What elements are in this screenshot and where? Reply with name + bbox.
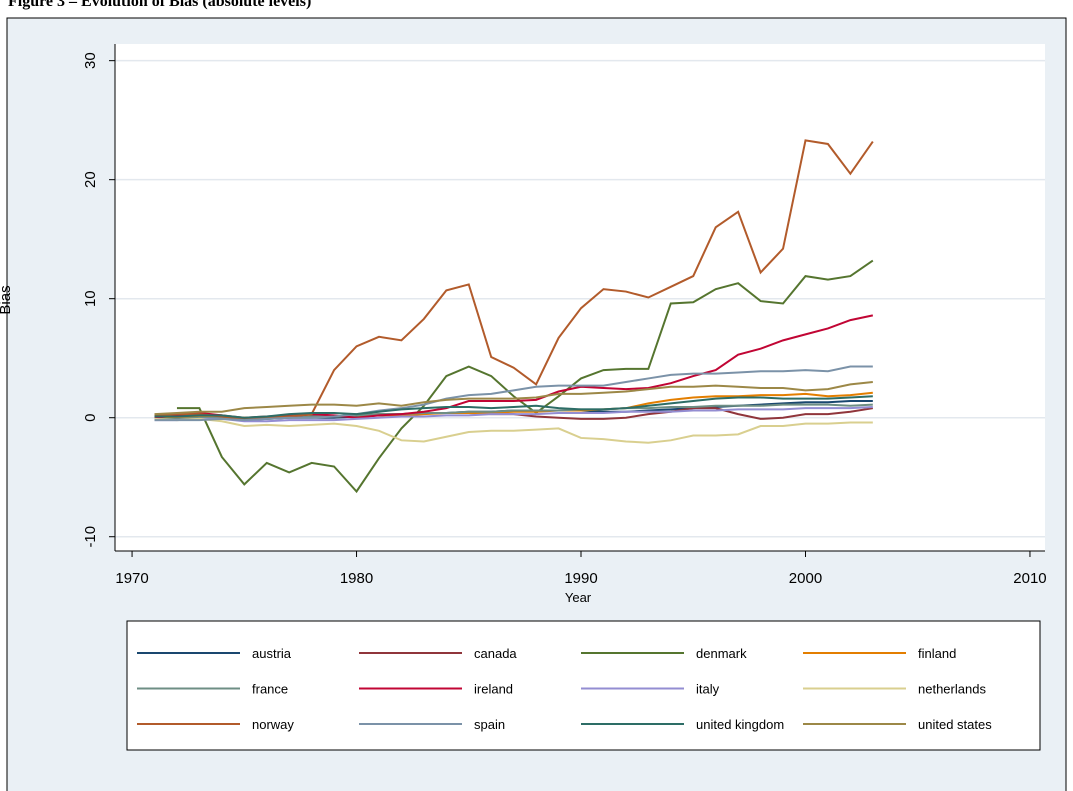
y-axis-label: Bias [0,285,14,314]
legend-label: austria [252,646,292,661]
series-line [176,259,874,494]
y-tick-label: 30 [82,52,99,69]
legend-label: finland [918,646,956,661]
legend-label: united states [918,717,992,732]
series-line [154,139,874,420]
legend-label: united kingdom [696,717,784,732]
legend-label: netherlands [918,682,986,697]
legend-label: italy [696,682,720,697]
plot-region [115,44,1045,551]
series-line [154,417,873,444]
legend-label: france [252,682,288,697]
y-tick-label: -10 [82,526,99,548]
chart-title: Figure 3 – Evolution of Bias (absolute l… [8,0,311,10]
y-tick-label: 20 [82,171,99,188]
series-line [154,405,873,423]
legend-label: ireland [474,682,513,697]
x-tick-label: 2000 [789,570,822,587]
series-line [154,365,873,422]
series-line [154,381,873,416]
y-tick-label: 10 [82,290,99,307]
x-tick-label: 2010 [1013,570,1046,587]
y-tick-label: 0 [82,414,99,422]
series-line [154,395,873,419]
legend-label: spain [474,717,505,732]
legend-label: norway [252,717,294,732]
legend-label: canada [474,646,517,661]
x-tick-label: 1990 [564,570,597,587]
x-tick-label: 1980 [340,570,373,587]
x-axis-label: Year [565,590,592,605]
legend-box [126,620,1041,751]
legend-label: denmark [696,646,747,661]
x-tick-label: 1970 [115,570,148,587]
